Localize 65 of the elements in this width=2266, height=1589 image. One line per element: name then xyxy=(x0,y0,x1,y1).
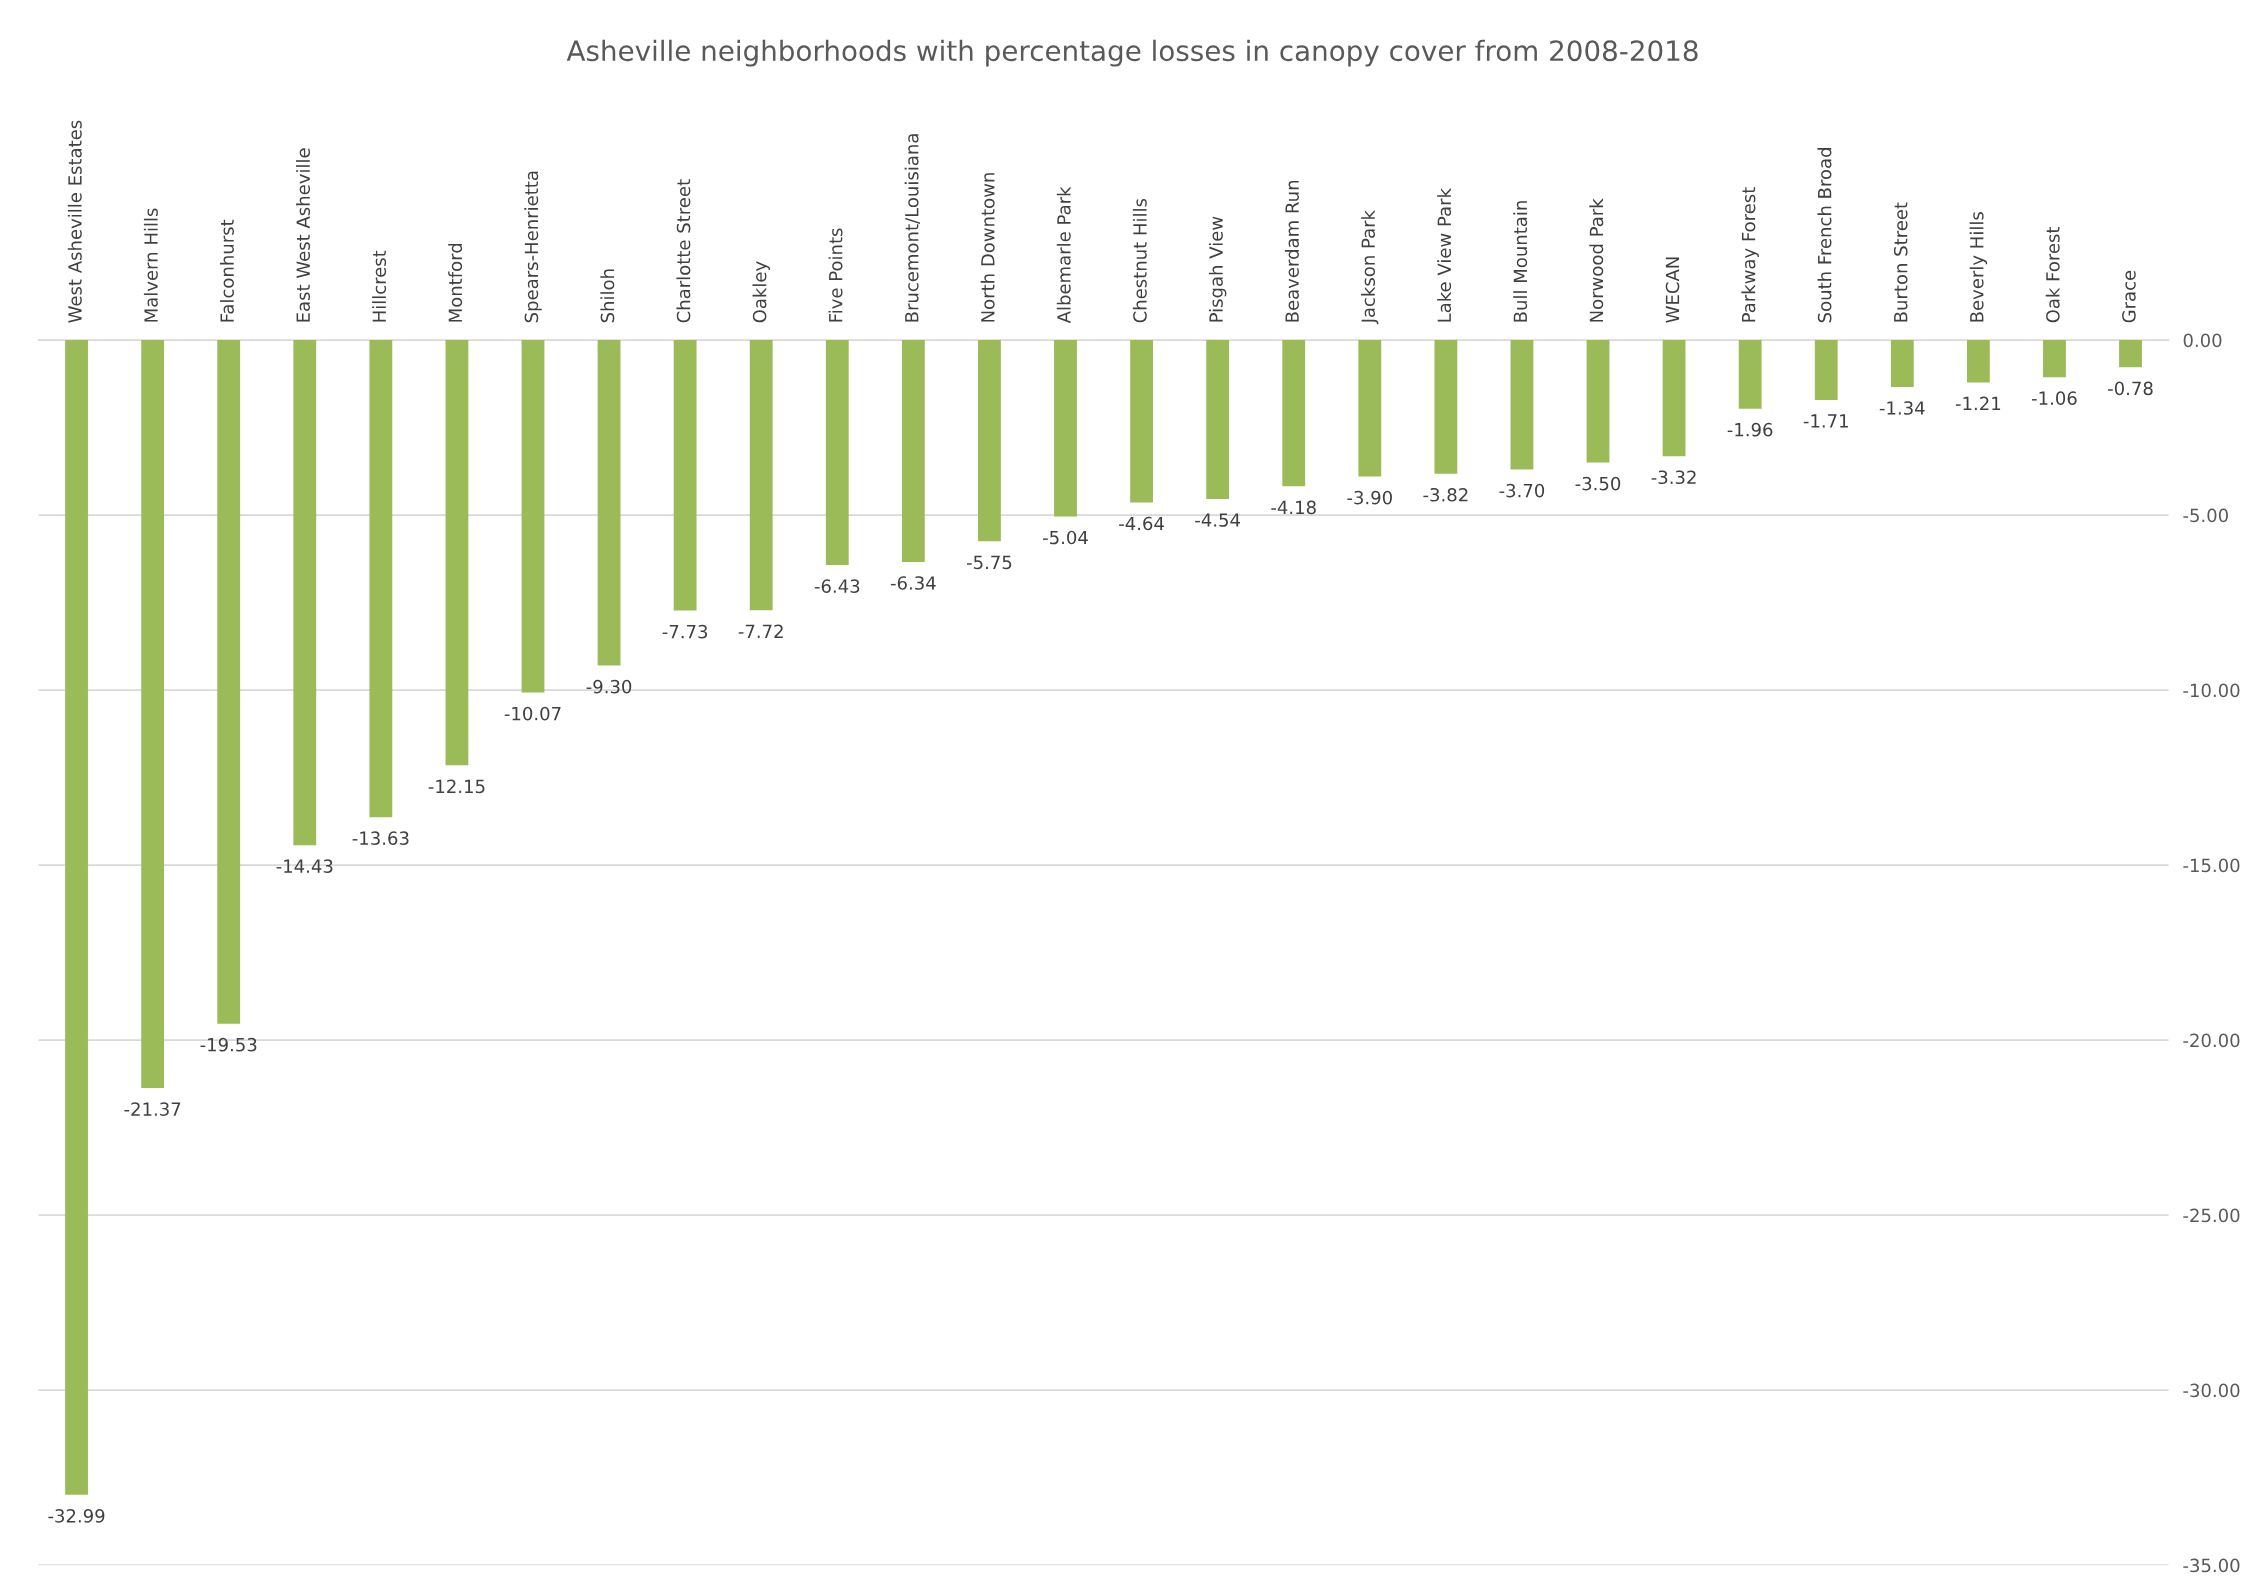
data-label: -5.75 xyxy=(966,555,1012,570)
y-tick-label: 0.00 xyxy=(2183,333,2222,348)
x-tick-label: Charlotte Street xyxy=(676,179,691,323)
y-tick-label: -20.00 xyxy=(2183,1033,2240,1048)
data-label: -4.54 xyxy=(1195,513,1240,527)
data-label: -6.43 xyxy=(814,579,860,593)
data-label: -3.70 xyxy=(1499,483,1545,498)
data-label: -9.30 xyxy=(586,679,632,694)
data-label: -3.82 xyxy=(1423,487,1468,502)
x-tick-label: North Downtown xyxy=(980,173,995,322)
x-tick-label: Falconhurst xyxy=(219,219,234,322)
data-label: -0.78 xyxy=(2108,381,2153,396)
y-tick-label: -10.00 xyxy=(2183,683,2240,698)
data-label: -1.06 xyxy=(2031,391,2077,406)
data-label: -5.04 xyxy=(1043,530,1088,545)
x-tick-label: Parkway Forest xyxy=(1741,187,1759,322)
data-label: -4.18 xyxy=(1271,500,1316,515)
x-tick-label: WECAN xyxy=(1665,257,1680,323)
x-tick-label: West Asheville Estates xyxy=(67,120,82,323)
chart-title: Asheville neighborhoods with percentage losses in canopy cover from 2008-2018 xyxy=(566,39,1698,67)
y-tick-label: -5.00 xyxy=(2183,508,2228,523)
data-label: -19.53 xyxy=(200,1037,257,1052)
x-tick-label: Norwood Park xyxy=(1589,198,1604,322)
data-label: -14.43 xyxy=(276,859,333,874)
x-tick-label: Albemarle Park xyxy=(1056,186,1071,324)
data-label: -1.21 xyxy=(1955,396,2001,411)
data-label: -7.72 xyxy=(738,624,783,638)
x-tick-label: Oakley xyxy=(752,261,770,323)
x-tick-label: Burton Street xyxy=(1893,202,1908,322)
y-tick-label: -30.00 xyxy=(2183,1383,2240,1398)
x-tick-label: Bull Mountain xyxy=(1513,201,1528,322)
data-label: -3.50 xyxy=(1575,476,1621,491)
x-tick-label: Lake View Park xyxy=(1437,188,1452,322)
data-label: -21.37 xyxy=(124,1102,181,1116)
x-tick-label: Beverly Hills xyxy=(1969,212,1988,322)
x-tick-label: Beaverdam Run xyxy=(1284,180,1299,322)
data-label: -3.90 xyxy=(1347,490,1392,505)
x-tick-label: Montford xyxy=(448,243,463,322)
x-tick-label: Pisgah View xyxy=(1208,216,1227,322)
y-tick-label: -15.00 xyxy=(2183,858,2240,873)
data-label: -1.34 xyxy=(1879,401,1925,415)
data-label: -13.63 xyxy=(352,831,409,846)
x-tick-label: Oak Forest xyxy=(2045,226,2060,323)
x-tick-label: Jackson Park xyxy=(1361,210,1379,325)
x-tick-label: East West Asheville xyxy=(296,148,311,322)
data-label: -10.07 xyxy=(504,706,561,721)
data-label: -1.96 xyxy=(1727,422,1773,437)
y-tick-label: -35.00 xyxy=(2183,1558,2240,1573)
data-label: -32.99 xyxy=(48,1509,105,1523)
x-tick-label: South French Broad xyxy=(1817,148,1832,323)
x-tick-label: Chestnut Hills xyxy=(1132,198,1147,323)
y-tick-label: -25.00 xyxy=(2183,1208,2240,1223)
data-label: -6.34 xyxy=(890,576,936,590)
data-label: -4.64 xyxy=(1119,516,1164,531)
x-tick-label: Grace xyxy=(2122,270,2136,323)
data-label: -1.71 xyxy=(1803,414,1848,428)
x-tick-label: Malvern Hills xyxy=(143,208,158,322)
data-label: -3.32 xyxy=(1651,470,1696,485)
x-tick-label: Spears-Henrietta xyxy=(524,171,542,323)
x-tick-label: Brucemont/Louisiana xyxy=(904,134,921,322)
x-tick-label: Hillcrest xyxy=(372,250,387,322)
data-label: -12.15 xyxy=(428,779,485,794)
x-tick-label: Five Points xyxy=(828,228,843,322)
data-label: -7.73 xyxy=(662,624,708,639)
x-tick-label: Shiloh xyxy=(600,269,615,323)
